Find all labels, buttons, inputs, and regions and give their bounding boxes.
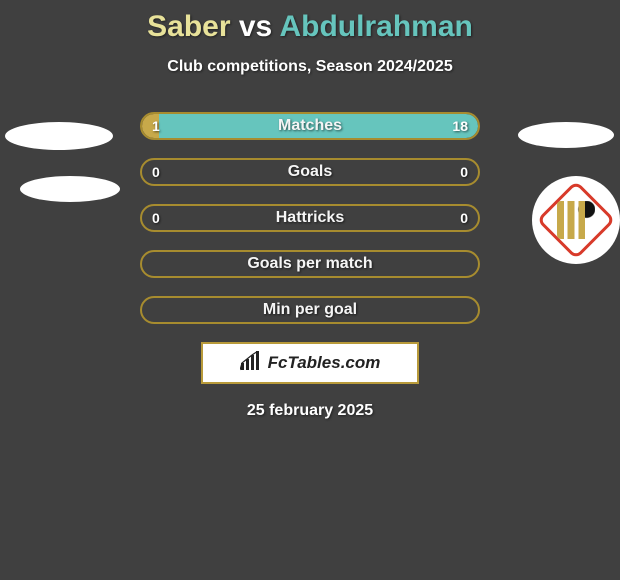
team-badge (532, 176, 620, 264)
stat-row: 0 0 Goals (140, 158, 480, 186)
fctables-logo[interactable]: FcTables.com (201, 342, 419, 384)
stat-row: 1 18 Matches (140, 112, 480, 140)
stat-value-left: 1 (152, 118, 160, 134)
stat-label: Goals (288, 163, 332, 181)
date-text: 25 february 2025 (0, 402, 620, 420)
stat-label: Matches (278, 117, 342, 135)
stat-value-right: 0 (460, 210, 468, 226)
vs-text: vs (239, 10, 272, 43)
decorative-ellipse (518, 122, 614, 148)
stat-row: Goals per match (140, 250, 480, 278)
stat-row: 0 0 Hattricks (140, 204, 480, 232)
player-left-name: Saber (147, 10, 230, 43)
stat-value-right: 0 (460, 164, 468, 180)
stat-label: Hattricks (276, 209, 344, 227)
subtitle: Club competitions, Season 2024/2025 (0, 58, 620, 76)
decorative-ellipse (5, 122, 113, 150)
stat-value-right: 18 (452, 118, 468, 134)
comparison-title: Saber vs Abdulrahman (0, 0, 620, 44)
stat-value-left: 0 (152, 164, 160, 180)
stat-label: Min per goal (263, 301, 357, 319)
stat-label: Goals per match (247, 255, 372, 273)
player-right-name: Abdulrahman (279, 10, 472, 43)
stat-row: Min per goal (140, 296, 480, 324)
logo-text: FcTables.com (268, 353, 381, 373)
bar-chart-icon (240, 351, 264, 376)
stat-value-left: 0 (152, 210, 160, 226)
decorative-ellipse (20, 176, 120, 202)
